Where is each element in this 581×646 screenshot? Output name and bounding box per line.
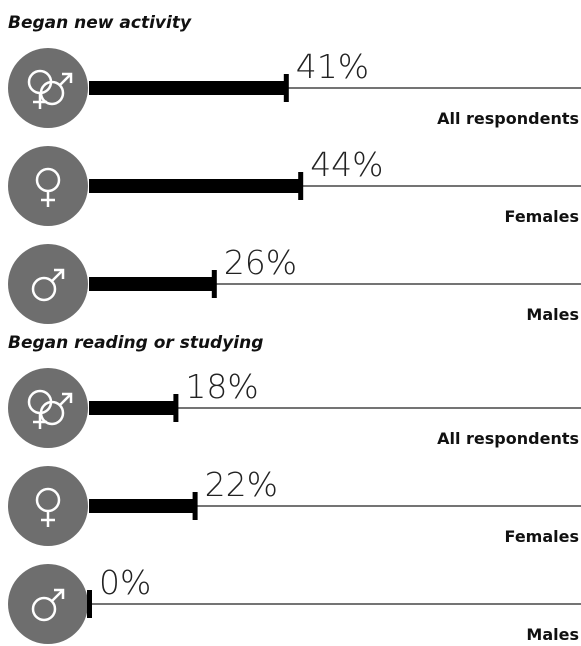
icon: [8, 244, 88, 324]
icon-circle: [8, 564, 88, 644]
icon-stroke: [54, 268, 65, 279]
bar-end: [211, 270, 217, 298]
category-label: Males: [526, 305, 579, 324]
bar: [89, 81, 286, 95]
value-label: 0%: [99, 563, 151, 602]
icon-stroke: [39, 400, 65, 426]
section-title: Began new activity: [8, 13, 192, 33]
icon: [8, 564, 88, 644]
category-label: Females: [505, 527, 579, 546]
bar: [89, 499, 195, 513]
category-label: Females: [505, 207, 579, 226]
bar-end: [283, 74, 289, 102]
icon-stroke: [54, 588, 65, 599]
icon-stroke: [31, 276, 57, 302]
bar-end: [298, 172, 304, 200]
icon-stroke: [51, 589, 64, 602]
icon-stroke: [31, 596, 57, 622]
icon-stroke: [51, 269, 64, 282]
category-label: All respondents: [437, 109, 579, 128]
icon-circle: [8, 146, 88, 226]
value-label: 22%: [205, 465, 278, 504]
icon-stroke: [62, 392, 73, 403]
category-label: Males: [526, 625, 579, 644]
category-label: All respondents: [437, 429, 579, 448]
bar: [89, 179, 301, 193]
icon-circle: [8, 244, 88, 324]
icon-stroke: [39, 80, 65, 106]
icon: [8, 48, 88, 128]
section-title: Began reading or studying: [8, 333, 263, 353]
icon-stroke: [62, 72, 73, 83]
icon: [8, 146, 88, 226]
value-label: 18%: [185, 367, 258, 406]
value-label: 44%: [310, 145, 383, 184]
icon-stroke: [59, 393, 72, 406]
icon: [8, 466, 88, 546]
bar-end: [87, 590, 92, 618]
value-label: 41%: [296, 47, 369, 86]
value-label: 26%: [224, 243, 297, 282]
bar: [89, 277, 214, 291]
bar: [89, 401, 176, 415]
icon-stroke: [59, 73, 72, 86]
icon-circle: [8, 466, 88, 546]
bar-end: [173, 394, 179, 422]
icon: [8, 368, 88, 448]
bar-end: [192, 492, 198, 520]
